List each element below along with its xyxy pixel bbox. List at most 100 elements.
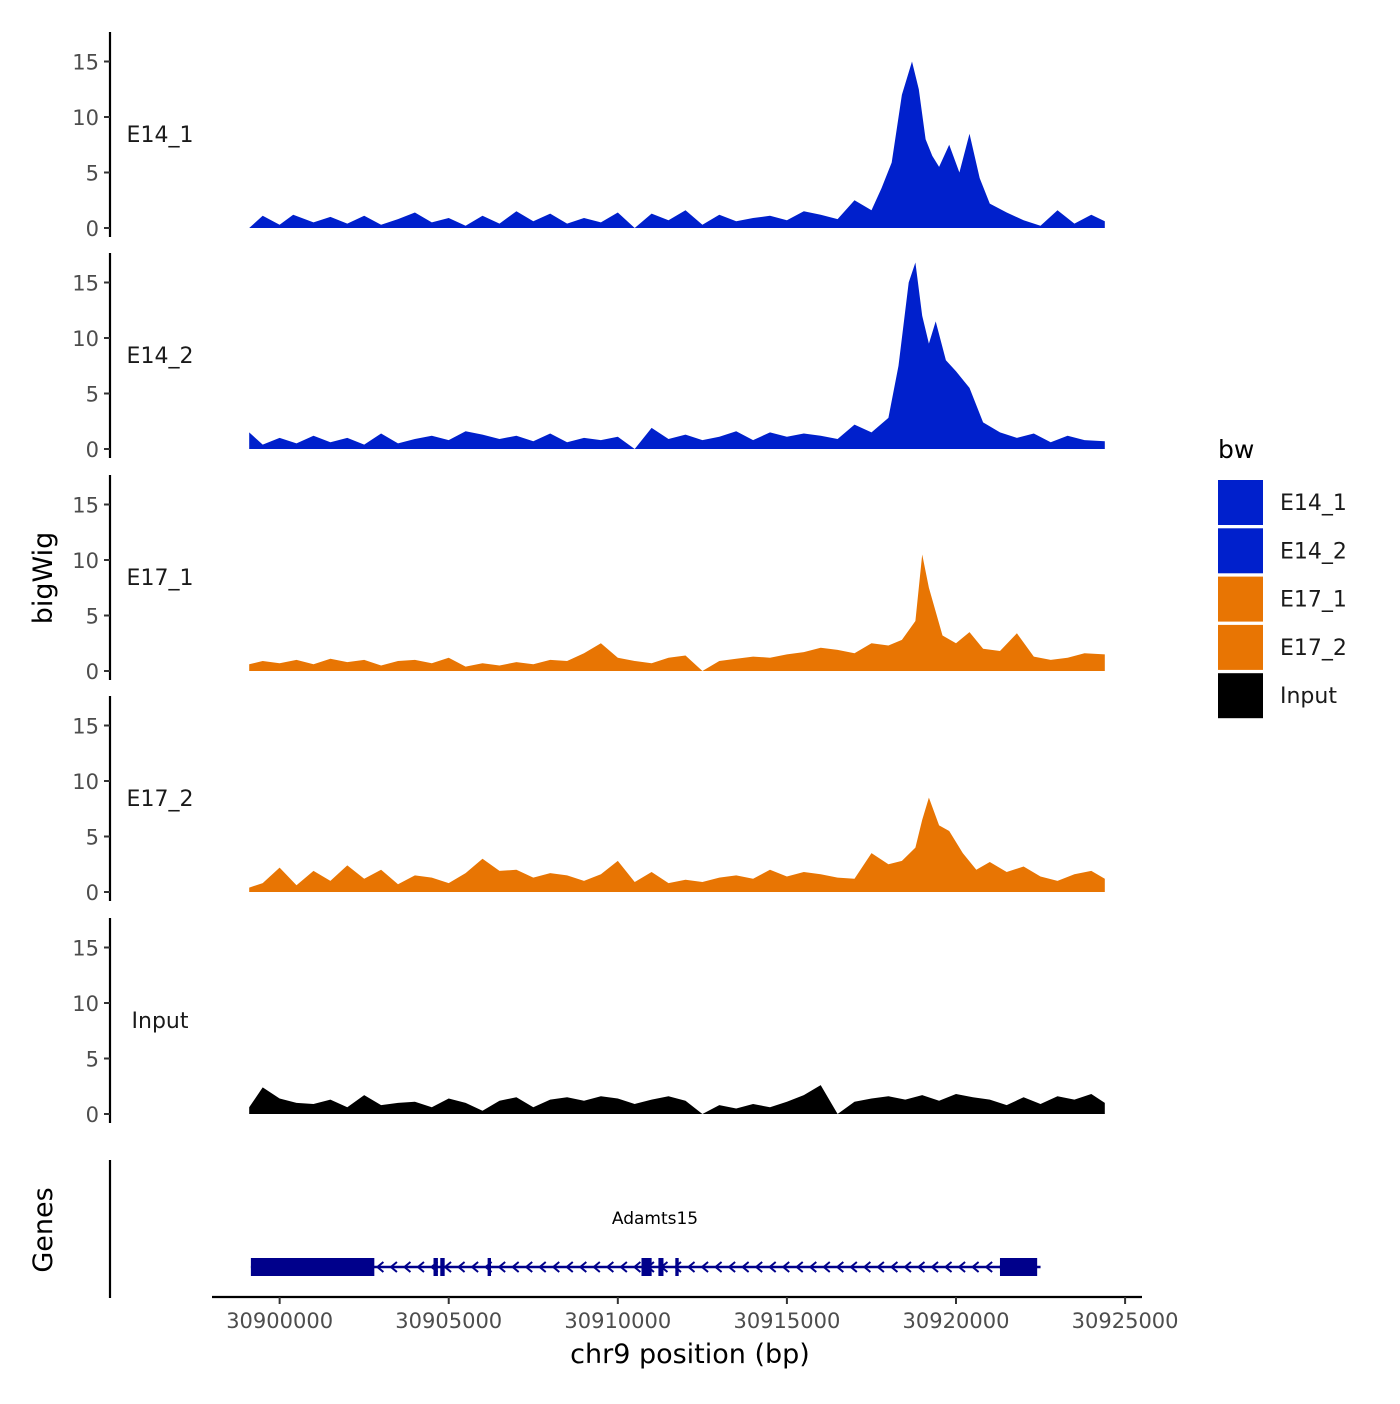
track-label: E14_1 bbox=[127, 123, 194, 148]
y-tick-label: 0 bbox=[86, 881, 99, 905]
legend-swatch bbox=[1218, 673, 1263, 719]
legend-item-e14_2: E14_2 bbox=[1218, 528, 1347, 574]
strand-chevron bbox=[524, 1261, 533, 1273]
gene-adamts15: Adamts15 bbox=[250, 1209, 1041, 1276]
strand-chevron bbox=[916, 1261, 926, 1273]
y-tick-label: 15 bbox=[72, 272, 99, 296]
strand-chevron bbox=[795, 1261, 804, 1273]
y-tick-label: 15 bbox=[72, 494, 99, 518]
track-input: 0 5 10 15 Input bbox=[72, 918, 1105, 1127]
strand-chevron bbox=[862, 1261, 872, 1273]
strand-chevron bbox=[470, 1261, 479, 1273]
signal-area-e17_1 bbox=[249, 554, 1105, 671]
x-axis: 30900000 30905000 30910000 30915000 30920000… bbox=[212, 1295, 1179, 1333]
strand-chevron bbox=[700, 1261, 709, 1273]
y-tick-label: 10 bbox=[72, 327, 99, 351]
strand-chevron bbox=[375, 1261, 385, 1273]
track-e14_1: 0 5 10 15 E14_1 bbox=[72, 32, 1105, 241]
y-tick-label: 0 bbox=[86, 660, 99, 684]
strand-chevron bbox=[754, 1261, 763, 1273]
strand-chevron bbox=[768, 1261, 777, 1273]
track-e17_1: 0 5 10 15 E17_1 bbox=[72, 475, 1105, 684]
legend-swatch bbox=[1218, 480, 1263, 525]
strand-chevron bbox=[538, 1261, 547, 1273]
track-e14_2: 0 5 10 15 E14_2 bbox=[72, 253, 1105, 462]
strand-chevron bbox=[457, 1261, 466, 1273]
strand-chevron bbox=[930, 1261, 939, 1273]
legend-item-e14_1: E14_1 bbox=[1218, 480, 1347, 525]
x-tick-label: 30920000 bbox=[903, 1309, 1010, 1333]
signal-area-e17_2 bbox=[249, 797, 1105, 892]
strand-chevron bbox=[808, 1261, 817, 1273]
legend-swatch bbox=[1218, 576, 1263, 622]
strand-chevron bbox=[551, 1261, 560, 1273]
strand-chevron bbox=[389, 1261, 398, 1273]
signal-area-input bbox=[249, 1085, 1105, 1114]
legend-title: bw bbox=[1218, 435, 1254, 464]
x-axis-title: chr9 position (bp) bbox=[570, 1339, 810, 1370]
y-tick-label: 0 bbox=[86, 438, 99, 462]
strand-chevron bbox=[673, 1261, 682, 1273]
strand-chevron bbox=[619, 1261, 628, 1273]
y-axis-title: bigWig bbox=[28, 532, 59, 625]
legend-label: E14_2 bbox=[1280, 539, 1347, 564]
strand-chevron bbox=[686, 1261, 696, 1273]
x-tick-label: 30925000 bbox=[1072, 1309, 1179, 1333]
y-tick-label: 5 bbox=[86, 162, 99, 186]
track-label: E17_2 bbox=[127, 787, 194, 812]
y-tick-label: 10 bbox=[72, 992, 99, 1016]
legend-label: E17_2 bbox=[1280, 636, 1347, 661]
track-label: E17_1 bbox=[127, 566, 194, 591]
track-label: Input bbox=[132, 1009, 189, 1034]
strand-chevron bbox=[443, 1261, 452, 1273]
y-tick-label: 10 bbox=[72, 549, 99, 573]
strand-chevron bbox=[741, 1261, 750, 1273]
x-tick-label: 30905000 bbox=[395, 1309, 502, 1333]
strand-chevron bbox=[605, 1261, 615, 1273]
y-tick-label: 0 bbox=[86, 217, 99, 241]
strand-chevron bbox=[822, 1261, 831, 1273]
genes-track-title: Genes bbox=[28, 1187, 59, 1272]
gene-exon bbox=[675, 1258, 679, 1276]
strand-chevron bbox=[876, 1261, 885, 1273]
gene-exon bbox=[999, 1258, 1038, 1276]
gene-exon bbox=[440, 1258, 445, 1276]
y-tick-label: 10 bbox=[72, 106, 99, 130]
legend-swatch bbox=[1218, 528, 1263, 574]
gene-exon bbox=[641, 1258, 652, 1276]
strand-chevron bbox=[416, 1261, 425, 1273]
y-tick-label: 10 bbox=[72, 770, 99, 794]
legend: bw E14_1 E14_2 E17_1 E17_2 Input bbox=[1218, 435, 1347, 719]
strand-chevron bbox=[849, 1261, 858, 1273]
strand-chevron bbox=[565, 1261, 574, 1273]
legend-label: E17_1 bbox=[1280, 588, 1347, 613]
strand-chevron bbox=[632, 1261, 642, 1273]
gene-name-label: Adamts15 bbox=[612, 1209, 698, 1229]
strand-chevron bbox=[578, 1261, 587, 1273]
legend-label: E14_1 bbox=[1280, 491, 1347, 516]
strand-chevron bbox=[943, 1261, 953, 1273]
gene-exon bbox=[487, 1258, 491, 1276]
strand-chevron bbox=[835, 1261, 844, 1273]
y-tick-label: 0 bbox=[86, 1103, 99, 1127]
strand-chevron bbox=[781, 1261, 790, 1273]
strand-chevron bbox=[511, 1261, 520, 1273]
gene-exon bbox=[250, 1258, 375, 1276]
strand-chevron bbox=[714, 1261, 723, 1273]
tracks-layer: 0 5 10 15 E14_1 0 5 10 15 E14_2 0 5 10 15 E17_1 0 5 10 15 E… bbox=[72, 32, 1105, 1127]
legend-item-e17_1: E17_1 bbox=[1218, 576, 1347, 622]
y-tick-label: 5 bbox=[86, 1048, 99, 1072]
legend-swatch bbox=[1218, 624, 1263, 670]
y-tick-label: 15 bbox=[72, 715, 99, 739]
legend-item-e17_2: E17_2 bbox=[1218, 624, 1347, 670]
legend-item-input: Input bbox=[1218, 673, 1337, 719]
strand-chevron bbox=[727, 1261, 736, 1273]
signal-area-e14_2 bbox=[249, 262, 1105, 449]
y-tick-label: 5 bbox=[86, 605, 99, 629]
strand-chevron bbox=[592, 1261, 601, 1273]
y-tick-label: 15 bbox=[72, 51, 99, 75]
genes-layer: Adamts15 bbox=[108, 1160, 1041, 1298]
track-e17_2: 0 5 10 15 E17_2 bbox=[72, 696, 1105, 905]
